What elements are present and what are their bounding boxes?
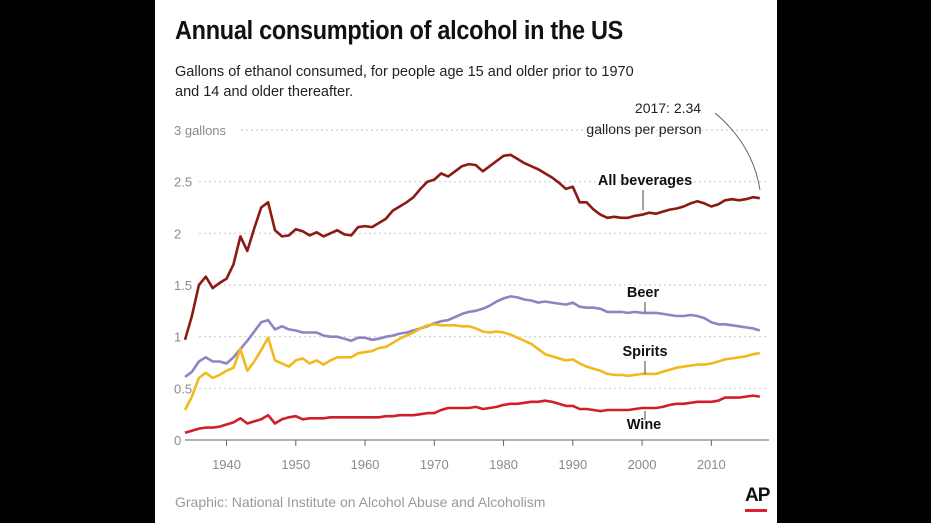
annotation-line1: 2017: 2.34 <box>635 100 701 116</box>
x-tick-label: 1980 <box>489 457 518 472</box>
series-label-beer: Beer <box>627 285 660 301</box>
y-tick-label: 2.5 <box>174 175 192 190</box>
series-label-wine: Wine <box>627 417 662 433</box>
series-labels: All beverages Beer Spirits Wine <box>598 173 692 433</box>
series-line-all <box>183 153 760 341</box>
series-line-spirits <box>183 323 760 411</box>
x-tick-label: 1950 <box>281 457 310 472</box>
x-tick-label: 1990 <box>558 457 587 472</box>
x-tick-label: 2010 <box>697 457 726 472</box>
series-line-wine <box>184 394 760 435</box>
source-note: Graphic: National Institute on Alcohol A… <box>175 494 546 510</box>
y-tick-label: 2 <box>174 226 181 241</box>
ap-logo-underline <box>745 509 767 512</box>
series-line-beer <box>184 295 761 379</box>
y-tick-label: 1.5 <box>174 278 192 293</box>
series-label-all: All beverages <box>598 173 692 189</box>
y-axis-ticks: 3 gallons 2.5 2 1.5 1 0.5 0 <box>174 123 227 448</box>
annotation: 2017: 2.34 gallons per person <box>586 100 761 191</box>
x-tick-label: 2000 <box>628 457 657 472</box>
chart-title: Annual consumption of alcohol in the US <box>175 17 624 45</box>
annotation-connector <box>714 112 761 191</box>
y-tick-label: 0 <box>174 433 181 448</box>
x-tick-label: 1970 <box>420 457 449 472</box>
chart-subtitle: Gallons of ethanol consumed, for people … <box>175 64 634 100</box>
series-lines <box>183 153 761 435</box>
grid-lines <box>185 129 769 441</box>
y-tick-label: 0.5 <box>174 381 192 396</box>
y-tick-label: 3 gallons <box>174 123 227 138</box>
series-label-spirits: Spirits <box>622 344 667 360</box>
x-tick-label: 1940 <box>212 457 241 472</box>
chart-panel: Annual consumption of alcohol in the US … <box>155 0 777 523</box>
x-axis-ticks: 1940 1950 1960 1970 1980 1990 2000 2010 <box>212 440 726 472</box>
y-tick-label: 1 <box>174 330 181 345</box>
x-tick-label: 1960 <box>351 457 380 472</box>
annotation-line2: gallons per person <box>586 121 701 137</box>
ap-logo: AP <box>745 485 770 506</box>
